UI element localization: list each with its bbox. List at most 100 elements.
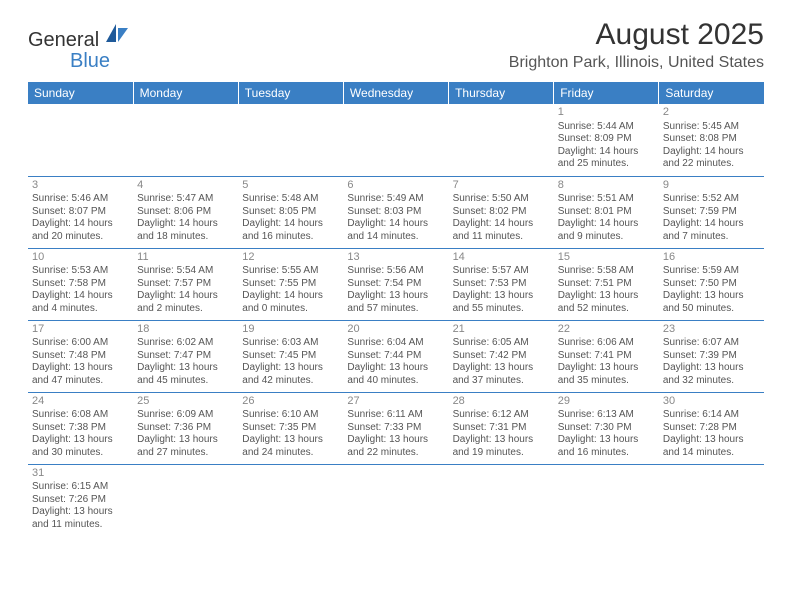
calendar-day-cell: 26Sunrise: 6:10 AMSunset: 7:35 PMDayligh… — [238, 392, 343, 464]
sunset-line: Sunset: 7:48 PM — [32, 350, 129, 363]
day-number: 10 — [32, 251, 129, 265]
day1-line: Daylight: 14 hours — [137, 218, 234, 231]
sunrise-line: Sunrise: 5:44 AM — [558, 121, 655, 134]
day-number: 4 — [137, 179, 234, 193]
calendar-day-cell: 17Sunrise: 6:00 AMSunset: 7:48 PMDayligh… — [28, 320, 133, 392]
day2-line: and 14 minutes. — [347, 231, 444, 244]
day2-line: and 24 minutes. — [242, 447, 339, 460]
sunrise-line: Sunrise: 5:54 AM — [137, 265, 234, 278]
day2-line: and 4 minutes. — [32, 303, 129, 316]
day2-line: and 40 minutes. — [347, 375, 444, 388]
sunset-line: Sunset: 8:05 PM — [242, 206, 339, 219]
day-number: 9 — [663, 179, 760, 193]
sunset-line: Sunset: 7:53 PM — [453, 278, 550, 291]
sunrise-line: Sunrise: 5:47 AM — [137, 193, 234, 206]
day2-line: and 52 minutes. — [558, 303, 655, 316]
calendar-day-cell: 5Sunrise: 5:48 AMSunset: 8:05 PMDaylight… — [238, 176, 343, 248]
calendar-day-cell: 16Sunrise: 5:59 AMSunset: 7:50 PMDayligh… — [659, 248, 764, 320]
sunrise-line: Sunrise: 5:57 AM — [453, 265, 550, 278]
calendar-day-cell — [133, 104, 238, 176]
day-number: 29 — [558, 395, 655, 409]
calendar-day-cell: 29Sunrise: 6:13 AMSunset: 7:30 PMDayligh… — [554, 392, 659, 464]
sunrise-line: Sunrise: 6:02 AM — [137, 337, 234, 350]
calendar-day-cell: 18Sunrise: 6:02 AMSunset: 7:47 PMDayligh… — [133, 320, 238, 392]
sunrise-line: Sunrise: 6:14 AM — [663, 409, 760, 422]
sunset-line: Sunset: 8:03 PM — [347, 206, 444, 219]
day2-line: and 45 minutes. — [137, 375, 234, 388]
calendar-day-cell: 19Sunrise: 6:03 AMSunset: 7:45 PMDayligh… — [238, 320, 343, 392]
calendar-day-cell: 8Sunrise: 5:51 AMSunset: 8:01 PMDaylight… — [554, 176, 659, 248]
location-label: Brighton Park, Illinois, United States — [509, 54, 764, 72]
sunrise-line: Sunrise: 6:00 AM — [32, 337, 129, 350]
day2-line: and 37 minutes. — [453, 375, 550, 388]
calendar-day-cell — [343, 104, 448, 176]
sunrise-line: Sunrise: 6:11 AM — [347, 409, 444, 422]
calendar-day-cell: 23Sunrise: 6:07 AMSunset: 7:39 PMDayligh… — [659, 320, 764, 392]
day1-line: Daylight: 13 hours — [32, 506, 129, 519]
sunset-line: Sunset: 7:55 PM — [242, 278, 339, 291]
day-number: 31 — [32, 467, 129, 481]
sunset-line: Sunset: 7:33 PM — [347, 422, 444, 435]
day1-line: Daylight: 13 hours — [137, 362, 234, 375]
sunset-line: Sunset: 7:36 PM — [137, 422, 234, 435]
day2-line: and 0 minutes. — [242, 303, 339, 316]
sunset-line: Sunset: 7:54 PM — [347, 278, 444, 291]
sunrise-line: Sunrise: 6:12 AM — [453, 409, 550, 422]
calendar-day-cell — [238, 464, 343, 536]
day2-line: and 20 minutes. — [32, 231, 129, 244]
day2-line: and 32 minutes. — [663, 375, 760, 388]
logo: General Blue — [28, 24, 130, 72]
day2-line: and 22 minutes. — [347, 447, 444, 460]
calendar-week-row: 3Sunrise: 5:46 AMSunset: 8:07 PMDaylight… — [28, 176, 764, 248]
day1-line: Daylight: 13 hours — [453, 362, 550, 375]
day1-line: Daylight: 14 hours — [32, 218, 129, 231]
day-number: 24 — [32, 395, 129, 409]
sunrise-line: Sunrise: 5:53 AM — [32, 265, 129, 278]
calendar-day-cell — [449, 464, 554, 536]
calendar-day-cell — [554, 464, 659, 536]
day-number: 26 — [242, 395, 339, 409]
day-number: 12 — [242, 251, 339, 265]
day-number: 6 — [347, 179, 444, 193]
day1-line: Daylight: 14 hours — [558, 146, 655, 159]
sunrise-line: Sunrise: 6:05 AM — [453, 337, 550, 350]
sunset-line: Sunset: 7:31 PM — [453, 422, 550, 435]
day1-line: Daylight: 13 hours — [347, 290, 444, 303]
calendar-day-cell: 7Sunrise: 5:50 AMSunset: 8:02 PMDaylight… — [449, 176, 554, 248]
sunrise-line: Sunrise: 5:59 AM — [663, 265, 760, 278]
day1-line: Daylight: 14 hours — [663, 146, 760, 159]
day1-line: Daylight: 13 hours — [663, 434, 760, 447]
sail-icon — [104, 22, 130, 44]
day1-line: Daylight: 13 hours — [558, 362, 655, 375]
sunset-line: Sunset: 7:39 PM — [663, 350, 760, 363]
day2-line: and 50 minutes. — [663, 303, 760, 316]
calendar-day-cell: 21Sunrise: 6:05 AMSunset: 7:42 PMDayligh… — [449, 320, 554, 392]
day2-line: and 11 minutes. — [32, 519, 129, 532]
day1-line: Daylight: 13 hours — [347, 434, 444, 447]
day2-line: and 22 minutes. — [663, 158, 760, 171]
day2-line: and 55 minutes. — [453, 303, 550, 316]
logo-brand1: General — [28, 29, 99, 51]
day2-line: and 57 minutes. — [347, 303, 444, 316]
sunrise-line: Sunrise: 5:56 AM — [347, 265, 444, 278]
calendar-day-cell: 31Sunrise: 6:15 AMSunset: 7:26 PMDayligh… — [28, 464, 133, 536]
sunset-line: Sunset: 8:08 PM — [663, 133, 760, 146]
day1-line: Daylight: 14 hours — [242, 218, 339, 231]
calendar-table: Sunday Monday Tuesday Wednesday Thursday… — [28, 82, 764, 536]
day-number: 25 — [137, 395, 234, 409]
day1-line: Daylight: 14 hours — [453, 218, 550, 231]
day-number: 21 — [453, 323, 550, 337]
calendar-week-row: 17Sunrise: 6:00 AMSunset: 7:48 PMDayligh… — [28, 320, 764, 392]
day1-line: Daylight: 13 hours — [32, 362, 129, 375]
sunrise-line: Sunrise: 5:58 AM — [558, 265, 655, 278]
day2-line: and 19 minutes. — [453, 447, 550, 460]
sunset-line: Sunset: 7:26 PM — [32, 494, 129, 507]
calendar-day-cell — [28, 104, 133, 176]
day-number: 22 — [558, 323, 655, 337]
sunrise-line: Sunrise: 6:10 AM — [242, 409, 339, 422]
day1-line: Daylight: 14 hours — [663, 218, 760, 231]
day-number: 30 — [663, 395, 760, 409]
sunrise-line: Sunrise: 5:50 AM — [453, 193, 550, 206]
sunrise-line: Sunrise: 6:13 AM — [558, 409, 655, 422]
day-number: 5 — [242, 179, 339, 193]
